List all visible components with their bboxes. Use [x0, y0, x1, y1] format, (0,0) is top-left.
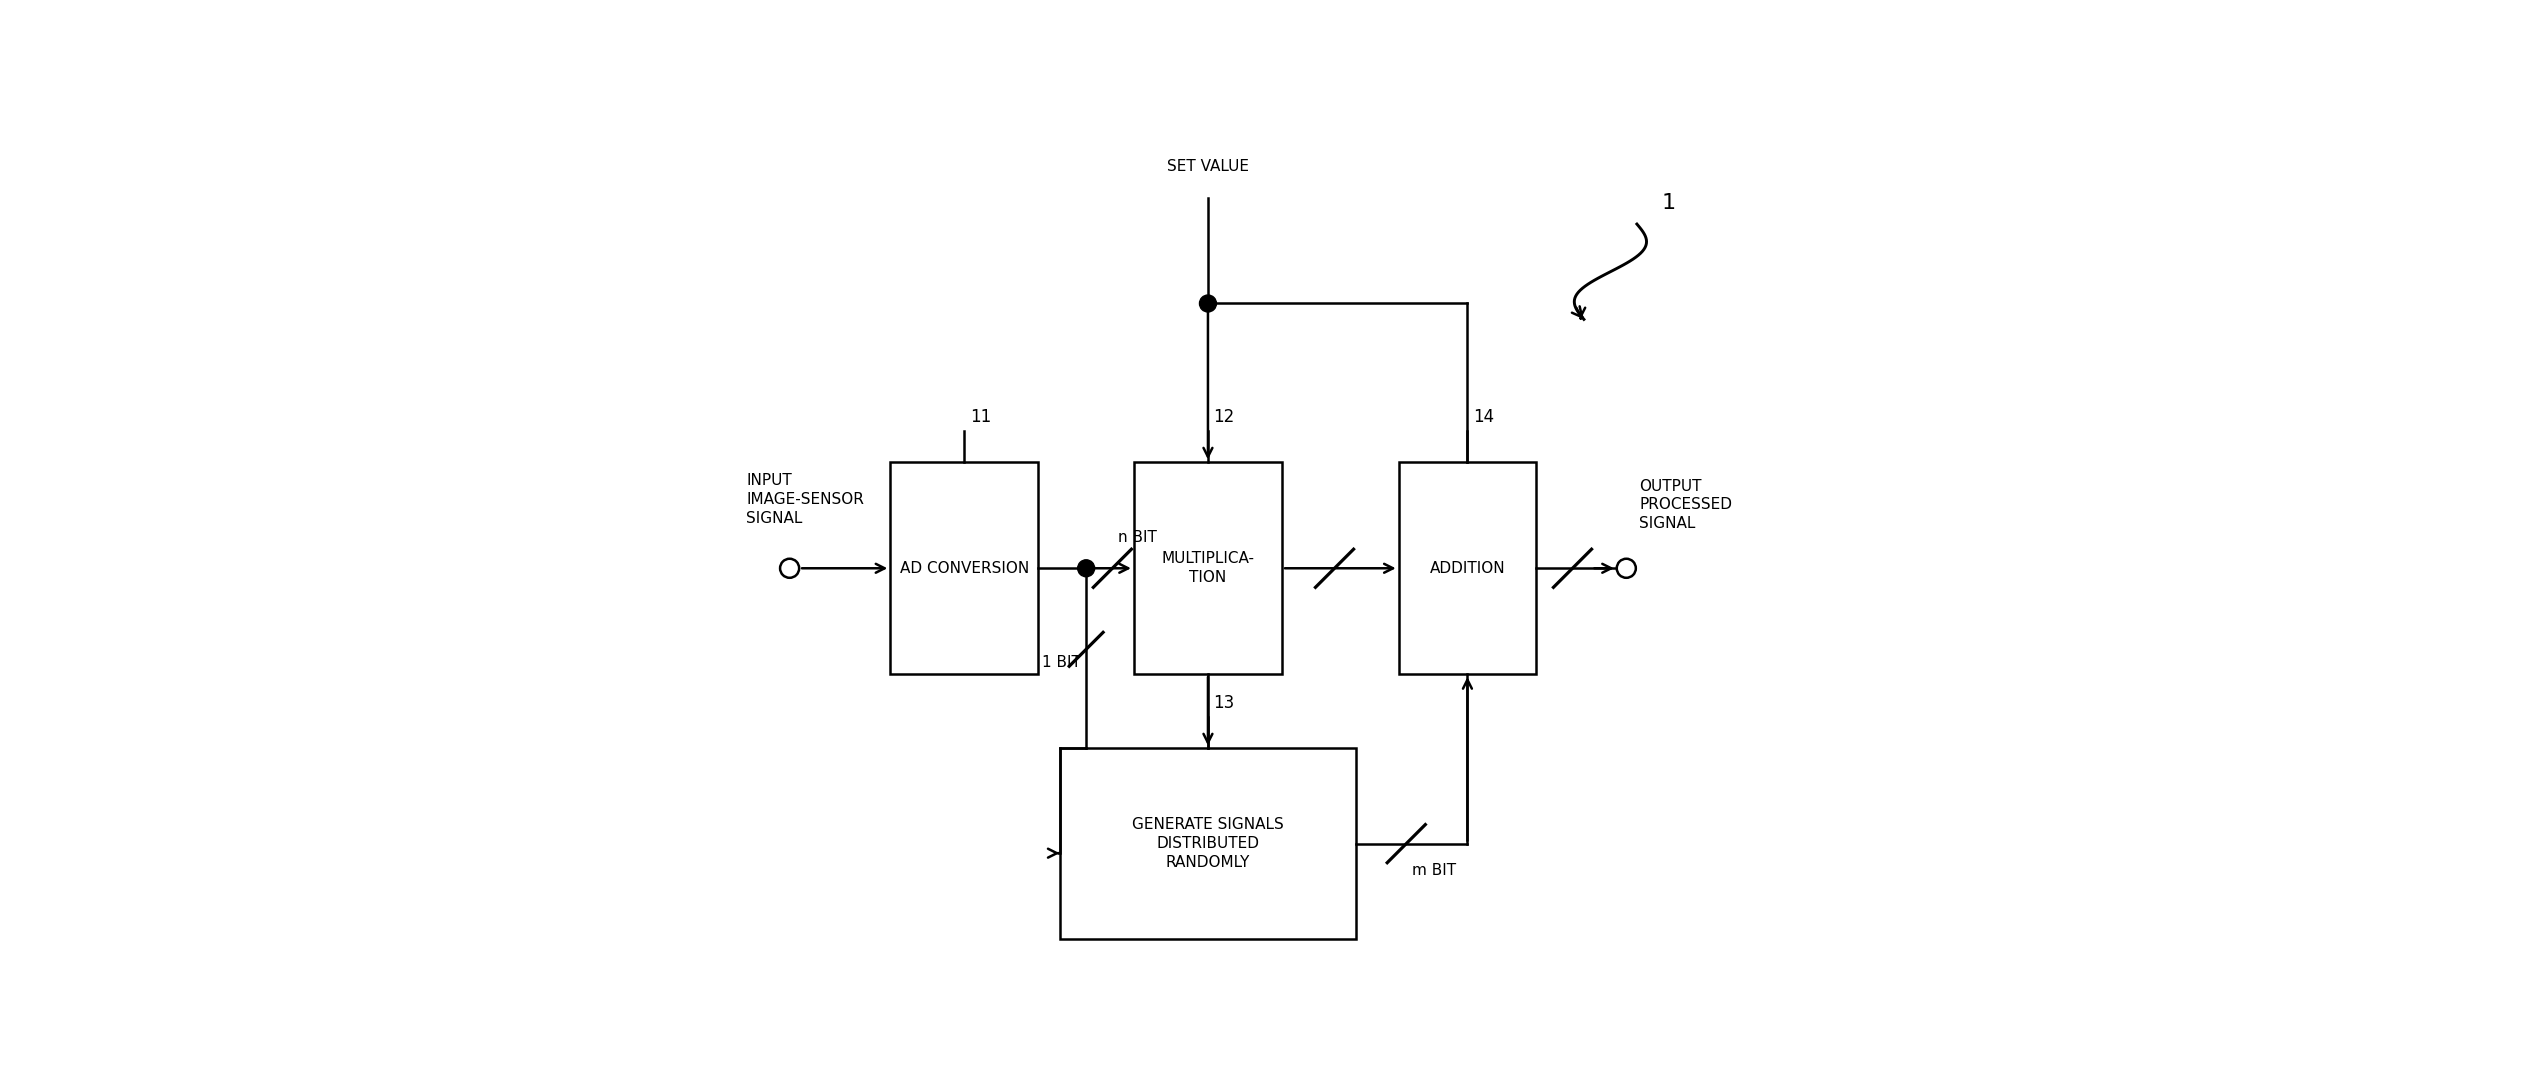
Circle shape	[781, 559, 799, 577]
Circle shape	[1617, 559, 1635, 577]
Text: INPUT
IMAGE-SENSOR
SIGNAL: INPUT IMAGE-SENSOR SIGNAL	[745, 473, 865, 526]
Text: GENERATE SIGNALS
DISTRIBUTED
RANDOMLY: GENERATE SIGNALS DISTRIBUTED RANDOMLY	[1132, 817, 1284, 870]
Text: OUTPUT
PROCESSED
SIGNAL: OUTPUT PROCESSED SIGNAL	[1640, 479, 1732, 531]
Circle shape	[1078, 560, 1093, 577]
FancyBboxPatch shape	[1060, 748, 1355, 939]
Text: MULTIPLICA-
TION: MULTIPLICA- TION	[1162, 552, 1254, 586]
Text: ADDITION: ADDITION	[1429, 561, 1505, 576]
Text: 12: 12	[1213, 409, 1233, 426]
Text: n BIT: n BIT	[1119, 530, 1157, 545]
FancyBboxPatch shape	[890, 462, 1038, 674]
Text: 1 BIT: 1 BIT	[1043, 655, 1081, 670]
FancyBboxPatch shape	[1134, 462, 1282, 674]
Text: 14: 14	[1472, 409, 1493, 426]
Text: m BIT: m BIT	[1411, 863, 1455, 878]
Text: 1: 1	[1661, 193, 1676, 212]
Text: 11: 11	[969, 409, 992, 426]
Text: 13: 13	[1213, 694, 1233, 712]
Circle shape	[1200, 295, 1216, 312]
Text: SET VALUE: SET VALUE	[1167, 159, 1249, 174]
FancyBboxPatch shape	[1399, 462, 1536, 674]
Text: AD CONVERSION: AD CONVERSION	[900, 561, 1030, 576]
